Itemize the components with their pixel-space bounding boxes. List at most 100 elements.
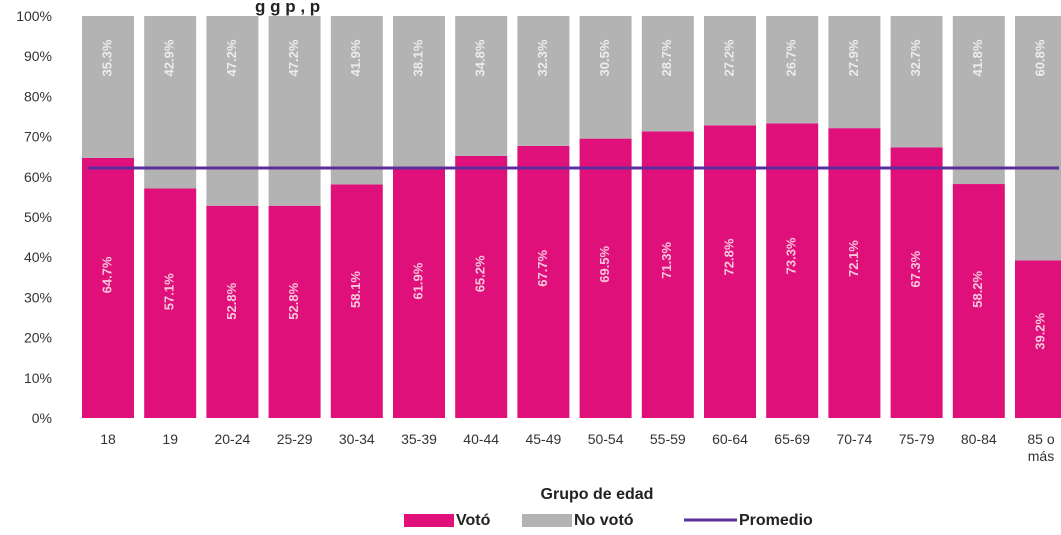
bar-voto (952, 184, 1005, 418)
y-tick-label: 100% (16, 8, 52, 24)
data-label: 47.2% (224, 39, 239, 76)
bar-voto (766, 123, 819, 419)
x-axis: 18 19 20-24 25-29 30-34 35-39 40-44 45-49 50-54 5… (100, 431, 1055, 464)
data-label: 65.2% (473, 255, 488, 292)
data-label: 41.9% (348, 39, 363, 76)
x-tick-label: 35-39 (401, 431, 437, 447)
x-tick-label: 40-44 (463, 431, 499, 447)
data-label: 30.5% (597, 39, 612, 76)
data-label: 72.1% (846, 240, 861, 277)
x-tick-label: 45-49 (525, 431, 561, 447)
bar-no-voto (455, 16, 508, 156)
y-tick-label: 0% (32, 410, 52, 426)
x-tick-label: 60-64 (712, 431, 748, 447)
data-labels-group: 64.7% 35.3% 57.1% 42.9% 52.8% 47.2% 52.8% 47.2%… (99, 39, 1047, 350)
bar-no-voto (144, 16, 197, 189)
bar-no-voto (828, 16, 881, 129)
bar-voto (704, 125, 756, 419)
data-label: 58.1% (348, 271, 363, 308)
bar-no-voto (206, 16, 259, 206)
x-tick-label: 25-29 (277, 431, 313, 447)
data-label: 34.8% (473, 39, 488, 76)
data-label: 69.5% (597, 245, 612, 282)
bar-no-voto (330, 16, 383, 185)
bar-voto (455, 155, 508, 418)
data-label: 72.8% (721, 238, 736, 275)
x-tick-label: 65-69 (774, 431, 810, 447)
bar-voto (828, 128, 881, 418)
data-label: 57.1% (162, 273, 177, 310)
y-tick-label: 20% (24, 330, 52, 346)
data-label: 47.2% (286, 39, 301, 76)
x-tick-label: 18 (100, 431, 116, 447)
bars-group (82, 16, 1061, 419)
data-label: 60.8% (1032, 39, 1047, 76)
bar-voto (393, 169, 445, 418)
bar-no-voto (766, 16, 819, 124)
bar-no-voto (952, 16, 1005, 185)
data-label: 52.8% (224, 282, 239, 319)
y-tick-label: 30% (24, 289, 52, 305)
bar-no-voto (82, 16, 134, 158)
y-tick-label: 40% (24, 249, 52, 265)
x-axis-label: Grupo de edad (541, 486, 654, 503)
bar-voto (82, 157, 134, 418)
data-label: 52.8% (286, 282, 301, 319)
legend-label-no-voto: No votó (574, 512, 634, 529)
legend-label-promedio: Promedio (739, 512, 813, 529)
bar-no-voto (268, 16, 321, 206)
data-label: 58.2% (970, 270, 985, 307)
y-tick-label: 60% (24, 169, 52, 185)
data-label: 32.7% (908, 39, 923, 76)
legend: Votó No votó Promedio (404, 512, 813, 529)
x-tick-label: 19 (162, 431, 178, 447)
legend-swatch-voto (404, 514, 454, 527)
y-tick-label: 70% (24, 129, 52, 145)
bar-no-voto (1015, 16, 1061, 261)
data-label: 67.7% (535, 249, 550, 286)
bar-no-voto (641, 16, 694, 132)
x-tick-label: 80-84 (961, 431, 997, 447)
data-label: 39.2% (1032, 312, 1047, 349)
y-axis: 0% 10% 20% 30% 40% 50% 60% 70% 80% 90% 100% (16, 8, 52, 426)
data-label: 28.7% (659, 39, 674, 76)
x-tick-label: 85 o (1027, 431, 1054, 447)
data-label: 27.2% (721, 39, 736, 76)
data-label: 41.8% (970, 39, 985, 76)
bar-no-voto (579, 16, 632, 139)
bar-no-voto (393, 16, 445, 170)
chart-title-fragment: g g p , p (255, 0, 320, 16)
bar-no-voto (704, 16, 756, 126)
bar-voto (330, 184, 383, 418)
x-tick-label: 20-24 (214, 431, 250, 447)
x-tick-label: 75-79 (899, 431, 935, 447)
y-tick-label: 50% (24, 209, 52, 225)
x-tick-label: 55-59 (650, 431, 686, 447)
bar-voto (517, 145, 570, 418)
y-tick-label: 90% (24, 48, 52, 64)
y-tick-label: 10% (24, 370, 52, 386)
data-label: 26.7% (784, 39, 799, 76)
legend-swatch-no-voto (522, 514, 572, 527)
bar-no-voto (890, 16, 943, 148)
x-tick-label: 50-54 (588, 431, 624, 447)
data-label: 71.3% (659, 241, 674, 278)
data-label: 35.3% (99, 39, 114, 76)
data-label: 42.9% (162, 39, 177, 76)
bar-voto (1015, 260, 1061, 418)
bar-voto (206, 205, 259, 418)
bar-voto (268, 205, 321, 418)
y-tick-label: 80% (24, 88, 52, 104)
x-tick-label: 30-34 (339, 431, 375, 447)
x-tick-label-line2: más (1028, 448, 1054, 464)
data-label: 32.3% (535, 39, 550, 76)
bar-voto (579, 138, 632, 419)
data-label: 38.1% (410, 39, 425, 76)
bar-no-voto (517, 16, 570, 146)
bar-voto (890, 147, 943, 419)
data-label: 61.9% (410, 262, 425, 299)
data-label: 73.3% (784, 237, 799, 274)
bar-voto (144, 188, 197, 418)
data-label: 67.3% (908, 250, 923, 287)
